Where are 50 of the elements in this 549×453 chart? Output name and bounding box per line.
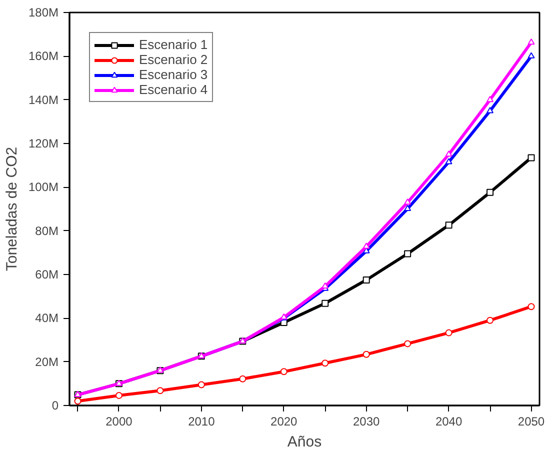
point [528,52,535,58]
y-tick-label: 160M [28,49,59,64]
point [486,107,494,114]
point [322,300,329,307]
point [239,375,246,382]
point [486,316,494,324]
point [115,392,122,399]
y-tick-label: 0 [52,398,59,412]
point [445,158,452,164]
y-tick-label: 20M [35,354,59,369]
y-tick-label: 80M [35,224,59,238]
point [528,154,535,162]
point [362,242,370,249]
point [528,38,535,45]
point [445,222,452,229]
point [362,350,370,358]
legend-label: Escenario 4 [139,82,208,97]
point [445,329,452,336]
point [156,387,164,394]
y-axis-title: Toneladas de CO2 [3,146,20,272]
point [445,150,452,157]
legend-label: Escenario 2 [139,52,208,67]
point [486,96,494,102]
x-tick-label: 2020 [270,414,298,428]
y-tick-label: 140M [28,92,59,107]
point [322,360,329,367]
x-tick-label: 2030 [352,414,380,428]
x-tick-label: 2000 [106,414,133,428]
point [528,303,535,310]
y-tick-label: 40M [35,311,59,326]
y-tick-label: 100M [28,180,59,194]
point [362,276,370,284]
point [280,368,288,376]
x-tick-label: 2040 [435,414,462,428]
x-tick-label: 2010 [188,414,216,428]
point [404,340,412,348]
x-axis-title: Años [287,434,322,450]
legend-label: Escenario 3 [139,67,208,82]
y-tick-label: 180M [28,6,59,20]
point [486,188,494,196]
point [74,398,82,405]
point [198,381,205,388]
legend-label: Escenario 1 [139,37,208,52]
y-tick-label: 60M [35,268,59,282]
point [404,198,412,205]
point [404,204,412,212]
x-tick-label: 2050 [518,414,545,428]
point [404,250,412,258]
point [322,282,329,289]
y-tick-label: 120M [28,136,59,150]
